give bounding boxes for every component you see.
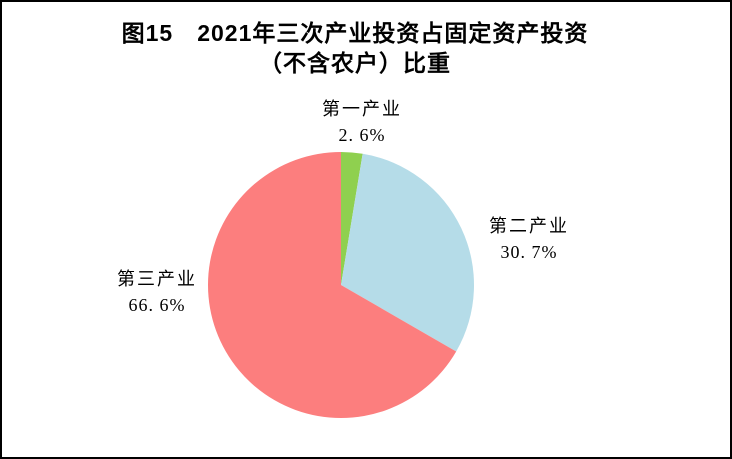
chart-title-line1: 图15 2021年三次产业投资占固定资产投资	[121, 20, 589, 46]
chart-title-line2: （不含农户）比重	[259, 50, 451, 76]
slice-label-primary-name: 第一产业	[322, 99, 402, 119]
slice-label-secondary-value: 30. 7%	[500, 242, 558, 262]
slice-label-tertiary-industry: 第三产业 66. 6%	[117, 266, 197, 318]
slice-label-primary-industry: 第一产业 2. 6%	[322, 96, 402, 148]
pie-slice-1-第二产业	[341, 153, 475, 352]
slice-label-tertiary-name: 第三产业	[117, 269, 197, 289]
slice-label-tertiary-value: 66. 6%	[128, 295, 186, 315]
pie-slice-2-第三产业	[207, 152, 457, 418]
slice-label-primary-value: 2. 6%	[338, 125, 386, 145]
slice-label-secondary-name: 第二产业	[489, 216, 569, 236]
pie-slice-0-第一产业	[341, 152, 363, 285]
chart-title: 图15 2021年三次产业投资占固定资产投资 （不含农户）比重	[2, 18, 719, 78]
slice-label-secondary-industry: 第二产业 30. 7%	[489, 213, 569, 265]
